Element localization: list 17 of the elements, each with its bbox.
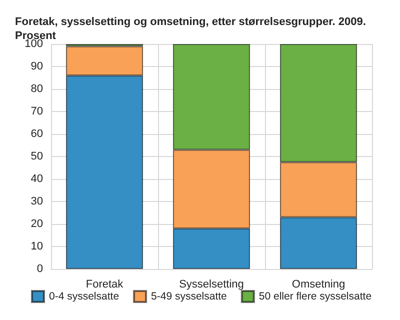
y-tick-label: 40 bbox=[30, 173, 43, 185]
legend-label: 5-49 sysselsatte bbox=[151, 290, 228, 302]
x-tick-label: Omsetning bbox=[292, 278, 346, 290]
y-tick-label: 10 bbox=[30, 240, 43, 252]
y-tick-label: 70 bbox=[30, 106, 43, 118]
y-tick-label: 90 bbox=[30, 60, 43, 72]
x-tick-label: Foretak bbox=[86, 278, 124, 290]
legend-label: 0-4 sysselsatte bbox=[49, 290, 120, 302]
y-tick-label: 30 bbox=[30, 196, 43, 208]
legend-label: 50 eller flere sysselsatte bbox=[258, 290, 372, 302]
y-tick-label: 100 bbox=[24, 38, 43, 50]
x-tick-label: Sysselsetting bbox=[179, 278, 244, 290]
y-tick-label: 80 bbox=[30, 83, 43, 95]
y-tick-label: 0 bbox=[36, 263, 43, 275]
y-tick-label: 50 bbox=[30, 150, 43, 162]
y-tick-label: 60 bbox=[30, 128, 43, 140]
y-tick-label: 20 bbox=[30, 218, 43, 230]
